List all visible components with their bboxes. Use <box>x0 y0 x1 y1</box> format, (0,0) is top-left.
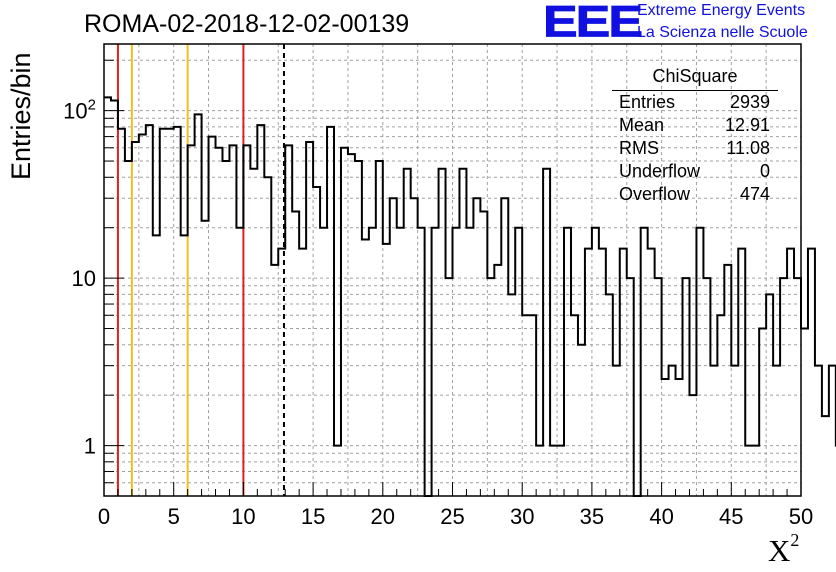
logo-line-1: Extreme Energy Events <box>637 2 806 19</box>
stats-value: 474 <box>739 184 770 204</box>
x-tick-label: 45 <box>719 504 743 529</box>
x-tick-label: 35 <box>580 504 604 529</box>
eee-logo: EEE <box>542 0 643 47</box>
x-tick-label: 0 <box>98 504 110 529</box>
stats-divider <box>612 90 778 91</box>
chart-title: ROMA-02-2018-12-02-00139 <box>84 10 410 38</box>
stats-label: Entries <box>619 92 676 112</box>
stats-row: Mean 12.91 <box>612 114 778 137</box>
x-axis: 0 5 10 15 20 25 30 35 40 45 50 <box>98 482 813 529</box>
x-tick-label: 10 <box>231 504 255 529</box>
x-tick-label: 40 <box>649 504 673 529</box>
stats-label: RMS <box>619 138 659 158</box>
stats-row: Overflow 474 <box>612 183 778 206</box>
logo-line-2: La Scienza nelle Scuole <box>637 24 808 41</box>
stats-label: Underflow <box>619 161 701 181</box>
stats-title: ChiSquare <box>652 66 738 86</box>
y-tick-label: 102 <box>63 97 96 124</box>
stats-row: RMS 11.08 <box>612 137 778 160</box>
x-tick-label: 30 <box>510 504 534 529</box>
stats-value: 0 <box>759 161 770 181</box>
x-axis-label-superscript: 2 <box>790 529 800 550</box>
y-tick-label: 1 <box>84 434 96 459</box>
stats-box: ChiSquare Entries 2939 Mean 12.91 RMS 11.08… <box>612 66 778 206</box>
y-axis: 1 10 102 <box>63 59 124 497</box>
x-axis-label: X2 <box>768 529 800 569</box>
stats-value: 2939 <box>729 92 770 112</box>
x-tick-label: 25 <box>440 504 464 529</box>
x-tick-label: 20 <box>371 504 395 529</box>
stats-row: Underflow 0 <box>612 160 778 183</box>
x-axis-label-text: X <box>768 533 791 568</box>
stats-label: Mean <box>619 115 665 135</box>
grid-lines <box>104 44 801 496</box>
y-tick-label: 10 <box>72 266 96 291</box>
x-tick-label: 15 <box>301 504 325 529</box>
x-tick-label: 50 <box>789 504 813 529</box>
stats-label: Overflow <box>619 184 691 204</box>
x-tick-label: 5 <box>168 504 180 529</box>
y-axis-label: Entries/bin <box>6 52 36 180</box>
stats-value: 11.08 <box>726 138 770 158</box>
stats-row: Entries 2939 <box>612 91 778 114</box>
stats-value: 12.91 <box>724 115 770 135</box>
marker-lines <box>116 44 285 496</box>
histogram-outline <box>104 96 836 497</box>
